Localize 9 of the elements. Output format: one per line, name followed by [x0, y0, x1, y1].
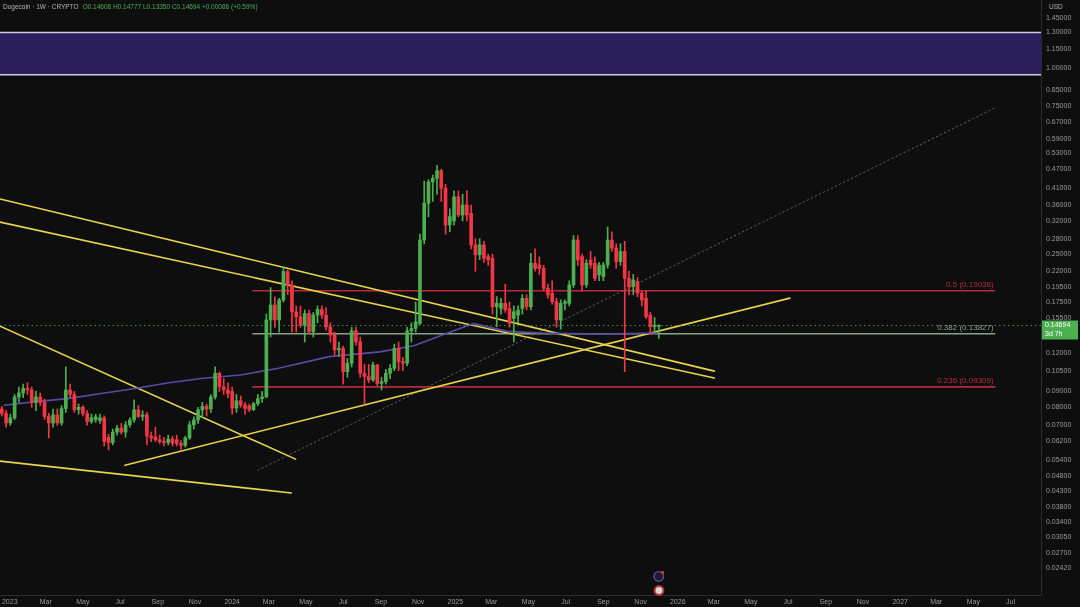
candlestick — [162, 436, 166, 447]
series-label: 0.382 (0.13827) — [937, 322, 994, 332]
candlestick — [17, 386, 21, 403]
series-label: 0.236 (0.09309) — [937, 376, 994, 386]
candlestick — [533, 248, 537, 272]
candlestick — [366, 364, 371, 384]
series-label: 0.5 (0.19036) — [946, 279, 995, 289]
candlestick — [337, 341, 341, 357]
candlestick — [622, 240, 627, 373]
